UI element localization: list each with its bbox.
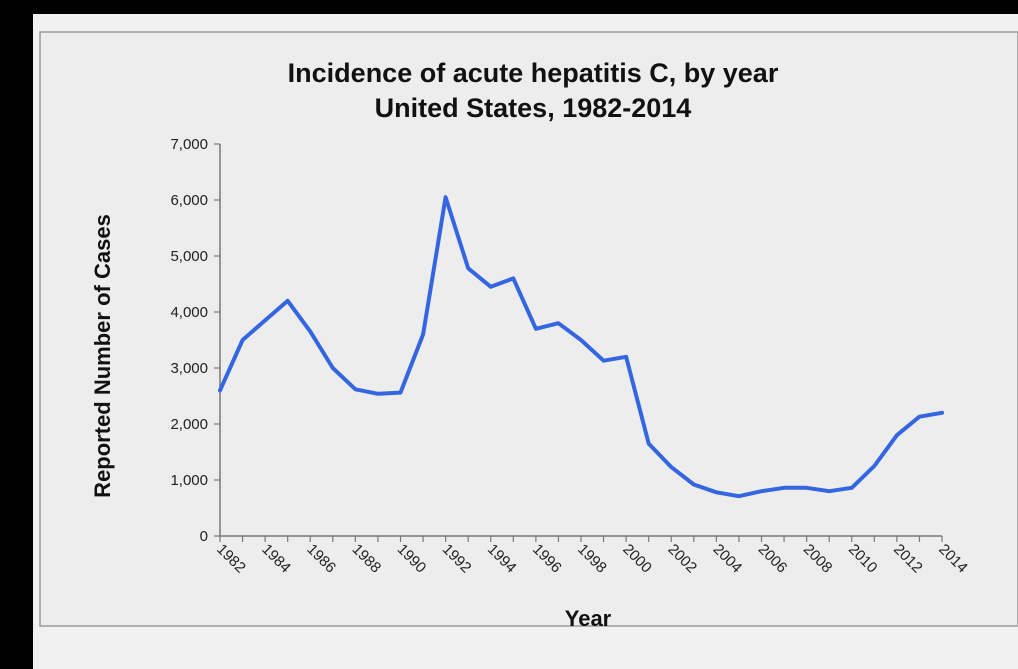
y-tick-label: 1,000: [170, 472, 208, 489]
chart-title: Incidence of acute hepatitis C, by year: [288, 58, 779, 88]
y-ticks: 0 1,000 2,000 3,000 4,000 5,000 6,000 7,000: [170, 136, 220, 545]
y-tick-label: 3,000: [170, 360, 208, 377]
y-tick-label: 0: [200, 528, 208, 545]
y-tick-label: 4,000: [170, 304, 208, 321]
y-tick-label: 7,000: [170, 136, 208, 153]
chart-subtitle: United States, 1982-2014: [375, 93, 692, 123]
x-axis-label: Year: [565, 606, 612, 631]
y-tick-label: 5,000: [170, 248, 208, 265]
chart-area-border: [39, 31, 1018, 627]
series: [218, 195, 944, 499]
y-axis-label: Reported Number of Cases: [90, 214, 115, 498]
y-tick-label: 6,000: [170, 192, 208, 209]
chart-frame: Incidence of acute hepatitis C, by year …: [33, 14, 1018, 669]
chart-svg: Incidence of acute hepatitis C, by year …: [39, 31, 1018, 631]
y-tick-label: 2,000: [170, 416, 208, 433]
